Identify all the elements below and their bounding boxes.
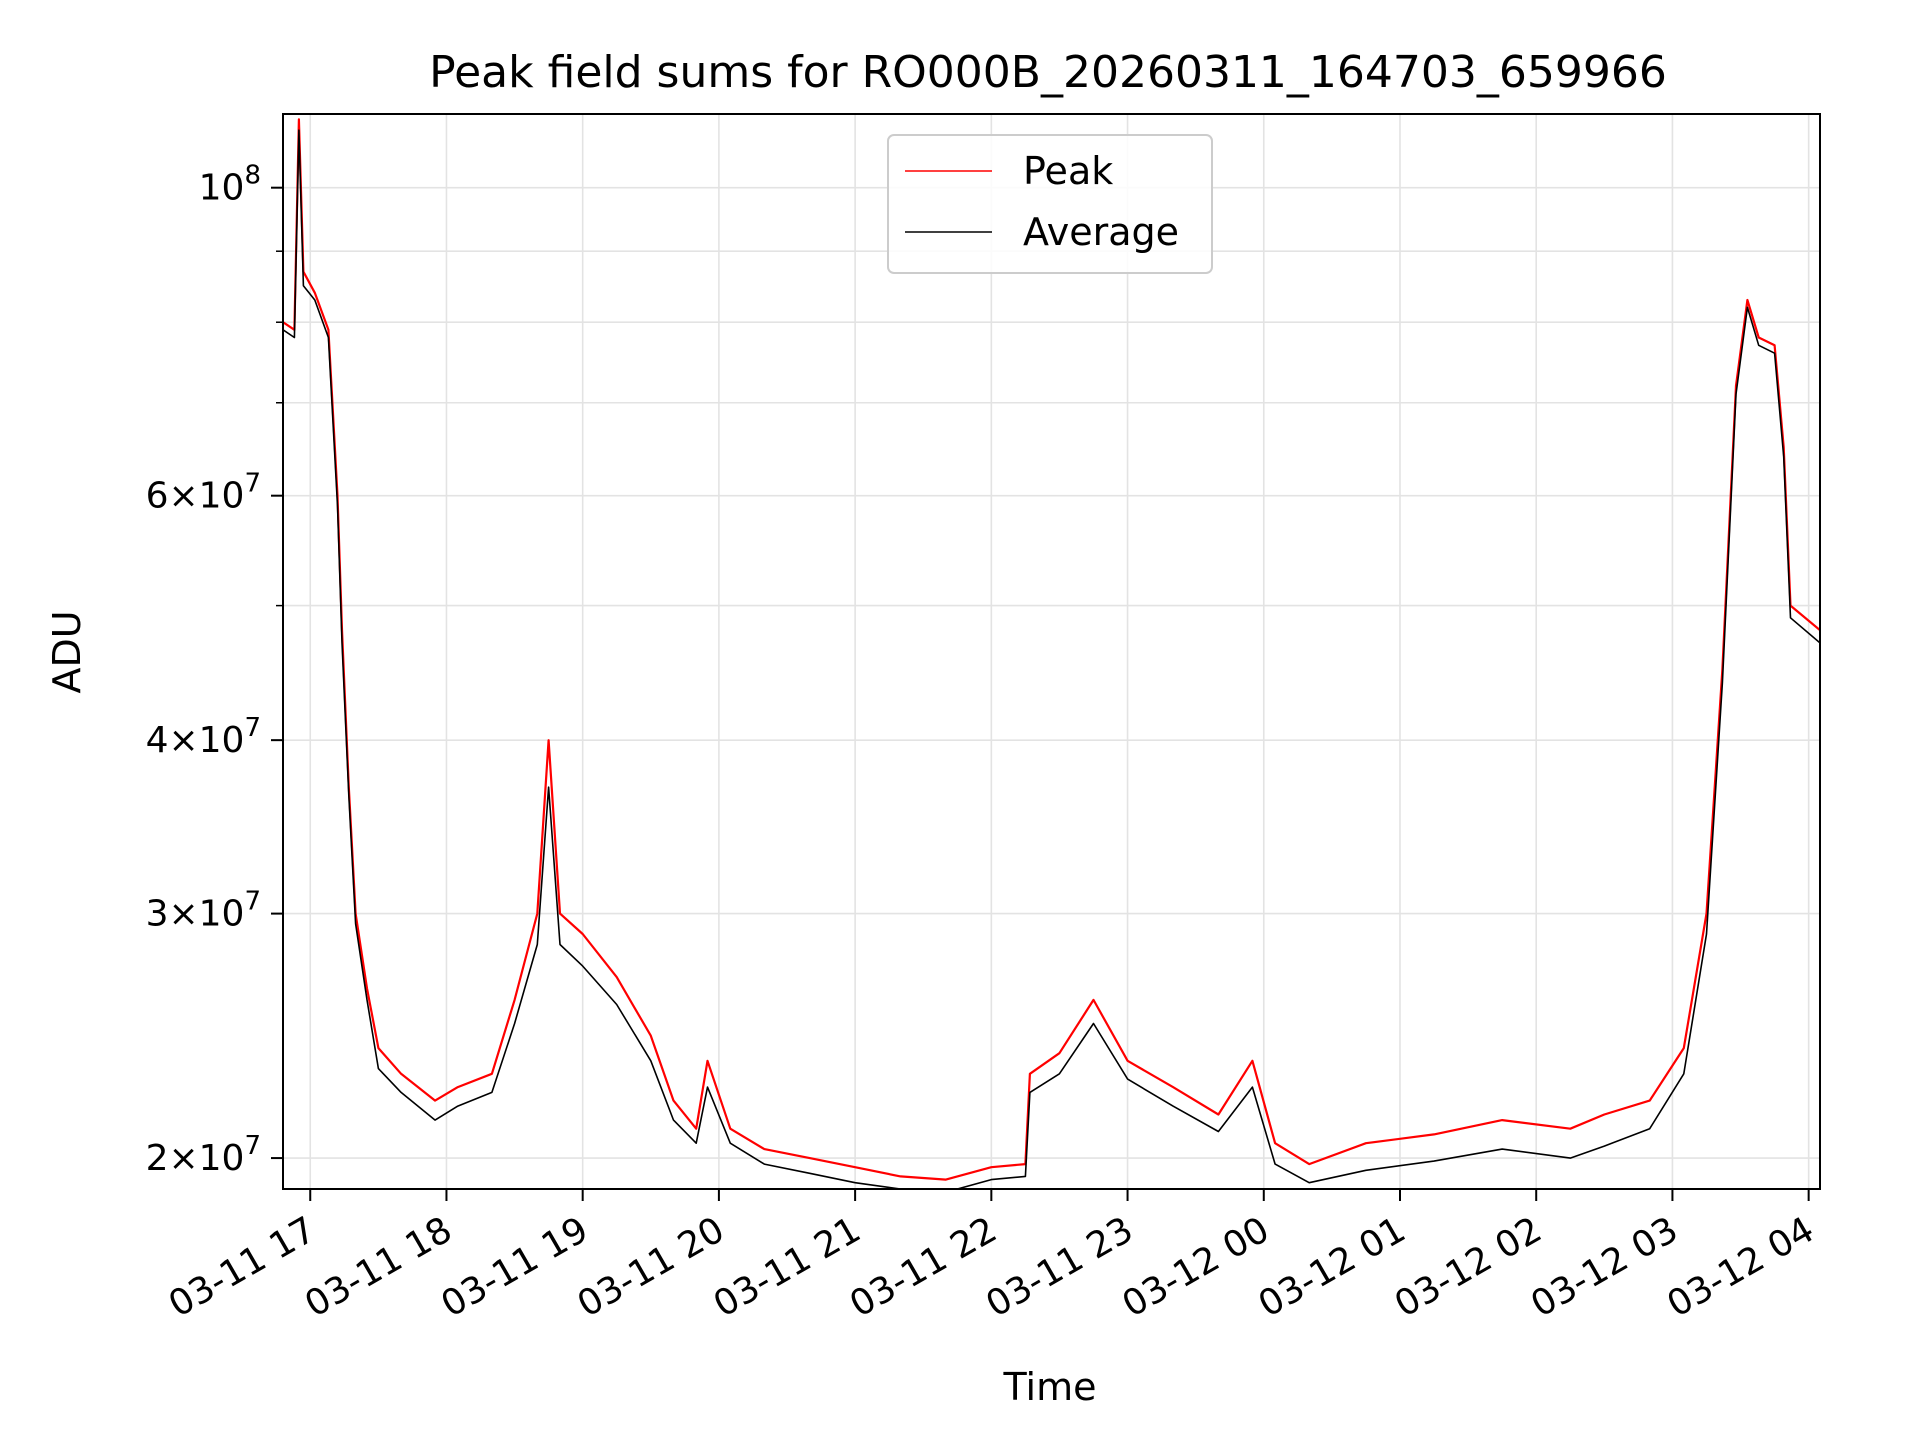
x-tick-label: 03-12 01 [1252,1209,1413,1325]
x-tick-label: 03-11 18 [298,1209,459,1325]
x-tick-label: 03-11 20 [571,1209,732,1325]
x-tick-label: 03-11 17 [162,1209,323,1325]
y-axis: 2×107 3×107 4×107 6×107 108 [146,161,283,1179]
y-tick-label: 108 [199,161,261,209]
legend-label-average: Average [1023,210,1179,254]
x-tick-label: 03-11 23 [979,1209,1140,1325]
x-tick-label: 03-12 02 [1388,1209,1549,1325]
series-line-average [283,129,1820,1189]
x-tick-label: 03-11 22 [843,1209,1004,1325]
y-tick-label: 3×107 [146,887,261,935]
x-tick-label: 03-12 04 [1660,1209,1821,1325]
series-layer [283,118,1820,1189]
chart-title: Peak field sums for RO000B_20260311_1647… [429,47,1667,98]
legend: Peak Average [887,134,1213,274]
y-tick-label: 2×107 [146,1131,261,1179]
y-tick-label: 6×107 [146,469,261,517]
x-tick-label: 03-12 00 [1116,1209,1277,1325]
x-tick-label: 03-11 19 [435,1209,596,1325]
y-axis-label: ADU [45,610,89,693]
legend-box [887,134,1213,274]
series-line-peak [283,118,1820,1181]
y-tick-label: 4×107 [146,713,261,761]
plot-frame [282,113,1821,1190]
x-tick-label: 03-11 21 [707,1209,868,1325]
x-axis-label: Time [1003,1365,1097,1409]
legend-label-peak: Peak [1023,149,1113,193]
x-tick-label: 03-12 03 [1524,1209,1685,1325]
